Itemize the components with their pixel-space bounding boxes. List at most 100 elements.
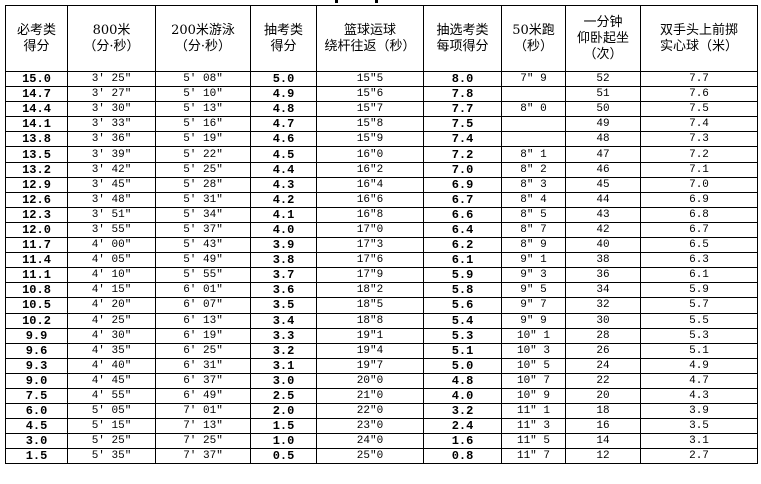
cell-medicine-ball-throw: 7.2: [640, 146, 758, 163]
cell-sampled-score: 3.3: [250, 327, 317, 344]
cell-basketball-dribble: 15″7: [316, 101, 424, 118]
header-line: 仰卧起坐: [576, 30, 629, 46]
cell-sprint-50m: 8″ 2: [501, 161, 566, 178]
header-line: （分·秒）: [174, 38, 232, 54]
header-line: 双手头上前掷: [659, 22, 738, 38]
table-row: 9.0 4′ 45″ 6′ 37″ 3.0 20″0 4.8 10″ 7 22 4.7: [5, 372, 758, 389]
column-header-sampled-score: 抽考类 得分: [250, 5, 317, 72]
cell-swim-200m: 7′ 37″: [155, 448, 251, 465]
cell-swim-200m: 5′ 13″: [155, 101, 251, 118]
cell-situps-1min: 34: [565, 282, 641, 299]
header-line: 绕杆往返（秒）: [324, 38, 416, 54]
cell-sprint-50m: 10″ 5: [501, 357, 566, 374]
header-line: 800米: [92, 22, 131, 38]
cell-sprint-50m: 9″ 1: [501, 252, 566, 269]
cell-swim-200m: 6′ 37″: [155, 372, 251, 389]
table-row: 10.8 4′ 15″ 6′ 01″ 3.6 18″2 5.8 9″ 5 34 5.9: [5, 282, 758, 299]
cell-basketball-dribble: 16″2: [316, 161, 424, 178]
cell-required-score: 13.2: [5, 161, 68, 178]
cell-medicine-ball-throw: 7.1: [640, 161, 758, 178]
header-line: 200米游泳: [171, 22, 235, 38]
cell-required-score: 15.0: [5, 70, 68, 88]
cell-situps-1min: 51: [565, 86, 641, 103]
cell-required-score: 9.3: [5, 357, 68, 374]
cell-medicine-ball-throw: 6.3: [640, 252, 758, 269]
cell-run-800m: 4′ 55″: [67, 387, 156, 405]
header-line: （分·秒）: [83, 38, 140, 54]
header-line: 必考类: [16, 22, 56, 38]
cell-sprint-50m: 8″ 5: [501, 206, 566, 223]
cell-sampled-score: 4.1: [250, 206, 317, 223]
cell-sampled-score: 4.7: [250, 116, 317, 133]
cell-run-800m: 3′ 36″: [67, 131, 156, 148]
cell-sampled-score: 1.5: [250, 418, 317, 435]
cell-sprint-50m: 8″ 3: [501, 176, 566, 193]
cell-medicine-ball-throw: 6.8: [640, 206, 758, 223]
table-row: 14.4 3′ 30″ 5′ 13″ 4.8 15″7 7.7 8″ 0 50 7.5: [5, 101, 758, 118]
cell-sprint-50m: 11″ 1: [501, 403, 566, 420]
cell-swim-200m: 5′ 22″: [155, 146, 251, 163]
cell-swim-200m: 5′ 28″: [155, 176, 251, 193]
cell-sprint-50m: 10″ 9: [501, 387, 566, 405]
table-row: 6.0 5′ 05″ 7′ 01″ 2.0 22″0 3.2 11″ 1 18 3.9: [5, 403, 758, 420]
cell-elective-score: 0.8: [423, 448, 502, 465]
cell-elective-score: 7.4: [423, 131, 502, 148]
cell-elective-score: 6.7: [423, 191, 502, 208]
cell-run-800m: 3′ 30″: [67, 101, 156, 118]
cell-situps-1min: 43: [565, 206, 641, 223]
cell-elective-score: 5.9: [423, 267, 502, 284]
cell-basketball-dribble: 16″0: [316, 146, 424, 163]
cell-situps-1min: 36: [565, 267, 641, 284]
cell-run-800m: 4′ 15″: [67, 282, 156, 299]
cell-elective-score: 7.8: [423, 86, 502, 103]
cell-sprint-50m: 10″ 3: [501, 342, 566, 359]
cell-medicine-ball-throw: 7.4: [640, 116, 758, 133]
cell-required-score: 9.0: [5, 372, 68, 389]
cell-sprint-50m: 8″ 0: [501, 101, 566, 118]
cell-basketball-dribble: 15″5: [316, 70, 424, 88]
cell-required-score: 10.2: [5, 312, 68, 329]
cell-medicine-ball-throw: 7.0: [640, 176, 758, 193]
cell-required-score: 7.5: [5, 387, 68, 405]
cell-swim-200m: 6′ 01″: [155, 282, 251, 299]
cell-required-score: 1.5: [5, 448, 68, 465]
header-line: 得分: [270, 38, 297, 54]
cell-run-800m: 3′ 48″: [67, 191, 156, 208]
cell-elective-score: 5.6: [423, 297, 502, 314]
cell-situps-1min: 18: [565, 403, 641, 420]
cell-medicine-ball-throw: 6.5: [640, 237, 758, 254]
cell-sampled-score: 5.0: [250, 70, 317, 88]
cell-required-score: 11.4: [5, 252, 68, 269]
cell-sampled-score: 4.2: [250, 191, 317, 208]
column-header-swim-200m: 200米游泳 （分·秒）: [155, 5, 251, 72]
cell-sprint-50m: 9″ 7: [501, 297, 566, 314]
cell-medicine-ball-throw: 7.7: [640, 70, 758, 88]
cell-situps-1min: 46: [565, 161, 641, 178]
cell-swim-200m: 6′ 25″: [155, 342, 251, 359]
cell-required-score: 11.7: [5, 237, 68, 254]
cell-required-score: 12.9: [5, 176, 68, 193]
cell-swim-200m: 5′ 43″: [155, 237, 251, 254]
table-row: 10.2 4′ 25″ 6′ 13″ 3.4 18″8 5.4 9″ 9 30 5.5: [5, 312, 758, 329]
table-row: 9.3 4′ 40″ 6′ 31″ 3.1 19″7 5.0 10″ 5 24 4.9: [5, 357, 758, 374]
cell-swim-200m: 5′ 31″: [155, 191, 251, 208]
cell-sampled-score: 3.8: [250, 252, 317, 269]
cell-swim-200m: 5′ 25″: [155, 161, 251, 178]
table-body: 15.0 3′ 25″ 5′ 08″ 5.0 15″5 8.0 7″ 9 52 7.7 14.7 3…: [5, 70, 758, 465]
cell-medicine-ball-throw: 2.7: [640, 448, 758, 465]
cell-swim-200m: 5′ 49″: [155, 252, 251, 269]
cell-elective-score: 6.2: [423, 237, 502, 254]
cell-swim-200m: 7′ 01″: [155, 403, 251, 420]
header-line: 一分钟: [583, 14, 623, 30]
cell-elective-score: 5.4: [423, 312, 502, 329]
cell-medicine-ball-throw: 4.9: [640, 357, 758, 374]
cell-sprint-50m: [501, 86, 566, 103]
cell-sprint-50m: 10″ 1: [501, 327, 566, 344]
cell-basketball-dribble: 25″0: [316, 448, 424, 465]
cell-run-800m: 4′ 40″: [67, 357, 156, 374]
cell-situps-1min: 44: [565, 191, 641, 208]
cell-elective-score: 4.8: [423, 372, 502, 389]
cell-run-800m: 4′ 10″: [67, 267, 156, 284]
cell-run-800m: 4′ 20″: [67, 297, 156, 314]
cell-elective-score: 8.0: [423, 70, 502, 88]
